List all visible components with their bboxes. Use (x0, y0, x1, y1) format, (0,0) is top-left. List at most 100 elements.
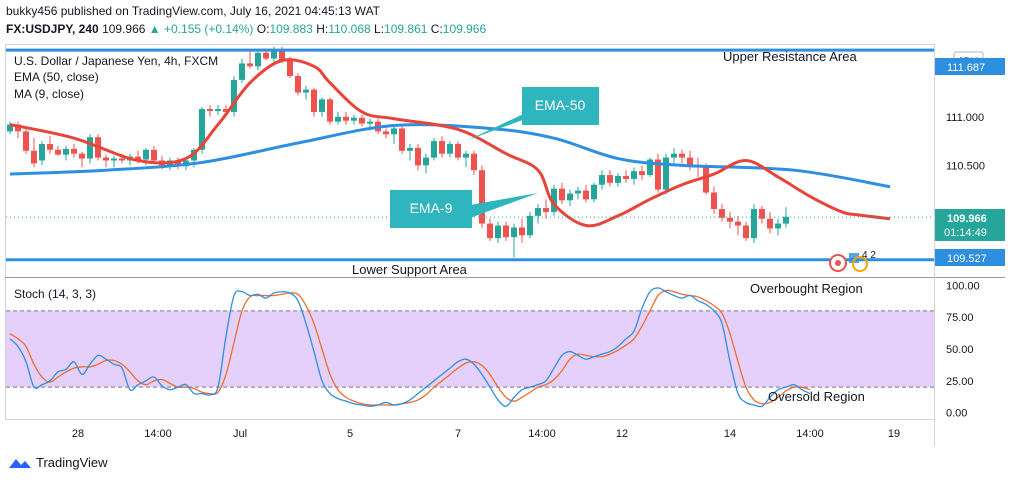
candle-body (143, 149, 149, 160)
stoch-legend[interactable]: Stoch (14, 3, 3) (14, 287, 96, 301)
candle-body (335, 116, 341, 122)
candle (511, 223, 517, 258)
candle-body (463, 153, 469, 158)
candle-body (559, 188, 565, 201)
up-arrow-icon: ▲ (148, 22, 161, 36)
ema9-callout[interactable]: EMA-9 (390, 190, 538, 228)
candle-body (383, 131, 389, 135)
last-price-tag: 109.966 01:14:49 (935, 209, 1005, 241)
oversold-label: Oversold Region (768, 389, 865, 404)
time-tick: 28 (72, 428, 84, 440)
candle (575, 186, 581, 200)
price-tick: 111.000 (946, 112, 984, 124)
candle (631, 167, 637, 185)
stoch-axis[interactable]: 100.00 75.00 50.00 25.00 0.00 (946, 280, 980, 419)
time-axis[interactable]: 28 14:00 Jul 5 7 14:00 12 14 14:00 19 (72, 428, 900, 440)
candle-body (599, 175, 605, 185)
candle (527, 211, 533, 239)
ma-legend[interactable]: MA (9, close) (14, 87, 84, 101)
close-value: 109.966 (442, 22, 487, 36)
candle (63, 145, 69, 161)
candle-body (687, 157, 693, 166)
candle (551, 184, 557, 216)
candle-body (247, 63, 253, 67)
candle-body (231, 79, 237, 112)
candle-body (767, 218, 773, 229)
candle (751, 204, 757, 243)
candle-body (615, 176, 621, 183)
event-badge-icon[interactable]: 4 2 (829, 250, 876, 272)
tradingview-logo[interactable]: TradingView (8, 455, 108, 470)
candle-body (439, 141, 445, 154)
time-tick: 14:00 (144, 428, 172, 440)
support-price-tag: 109.527 (935, 249, 1005, 266)
candle (87, 134, 93, 164)
open-value: 109.883 (269, 22, 313, 36)
candle-body (543, 208, 549, 212)
candle (455, 141, 461, 161)
candle (71, 143, 77, 158)
candle-body (295, 76, 301, 93)
chart-title: U.S. Dollar / Japanese Yen, 4h, FXCM (14, 54, 218, 68)
resistance-price-value: 111.687 (947, 62, 985, 74)
time-tick: 14 (724, 428, 736, 440)
candle-body (535, 208, 541, 216)
candle (47, 136, 53, 154)
candle (207, 105, 213, 117)
candle (711, 186, 717, 214)
candle (407, 143, 413, 161)
candle-body (743, 225, 749, 239)
time-tick: 12 (616, 428, 628, 440)
candle (567, 189, 573, 207)
tradingview-logo-icon (9, 458, 31, 468)
candle-body (7, 124, 13, 132)
low-value: 109.861 (384, 22, 428, 36)
publish-text: bukky456 published on TradingView.com, J… (6, 4, 381, 18)
candle-body (351, 117, 357, 121)
ema50-line (9, 123, 891, 189)
candle (743, 221, 749, 242)
candle (439, 136, 445, 158)
candle-body (287, 60, 293, 77)
candle-body (47, 143, 53, 150)
candle-body (223, 109, 229, 112)
candle-body (751, 209, 757, 239)
candle-body (527, 215, 533, 236)
candle (351, 114, 357, 125)
candle-body (391, 128, 397, 135)
candle-body (727, 217, 733, 222)
candle-body (359, 117, 365, 124)
candle-body (311, 89, 317, 112)
indicator-lines (9, 58, 891, 408)
candle-body (239, 63, 245, 80)
candle (23, 128, 29, 154)
candle-body (711, 192, 717, 210)
candle (319, 97, 325, 117)
candle-body (279, 50, 285, 61)
candle (639, 165, 645, 180)
candle (599, 170, 605, 190)
candle-body (199, 109, 205, 150)
candle (543, 199, 549, 219)
ema-legend[interactable]: EMA (50, close) (14, 70, 99, 84)
candle-body (551, 188, 557, 212)
candle (487, 218, 493, 242)
candle-body (519, 227, 525, 236)
candle (775, 218, 781, 236)
ema50-callout-label: EMA-50 (535, 97, 586, 113)
ema50-callout[interactable]: EMA-50 (468, 87, 599, 140)
candle-body (151, 149, 157, 161)
bar-countdown: 01:14:49 (944, 227, 987, 239)
candle (495, 221, 501, 243)
candle-body (87, 137, 93, 159)
candle (239, 58, 245, 83)
candle (559, 182, 565, 205)
candle (391, 126, 397, 144)
candle (359, 114, 365, 127)
price-tick: 110.500 (946, 160, 985, 172)
candle-body (511, 227, 517, 238)
candle-body (303, 89, 309, 93)
candle (607, 170, 613, 187)
